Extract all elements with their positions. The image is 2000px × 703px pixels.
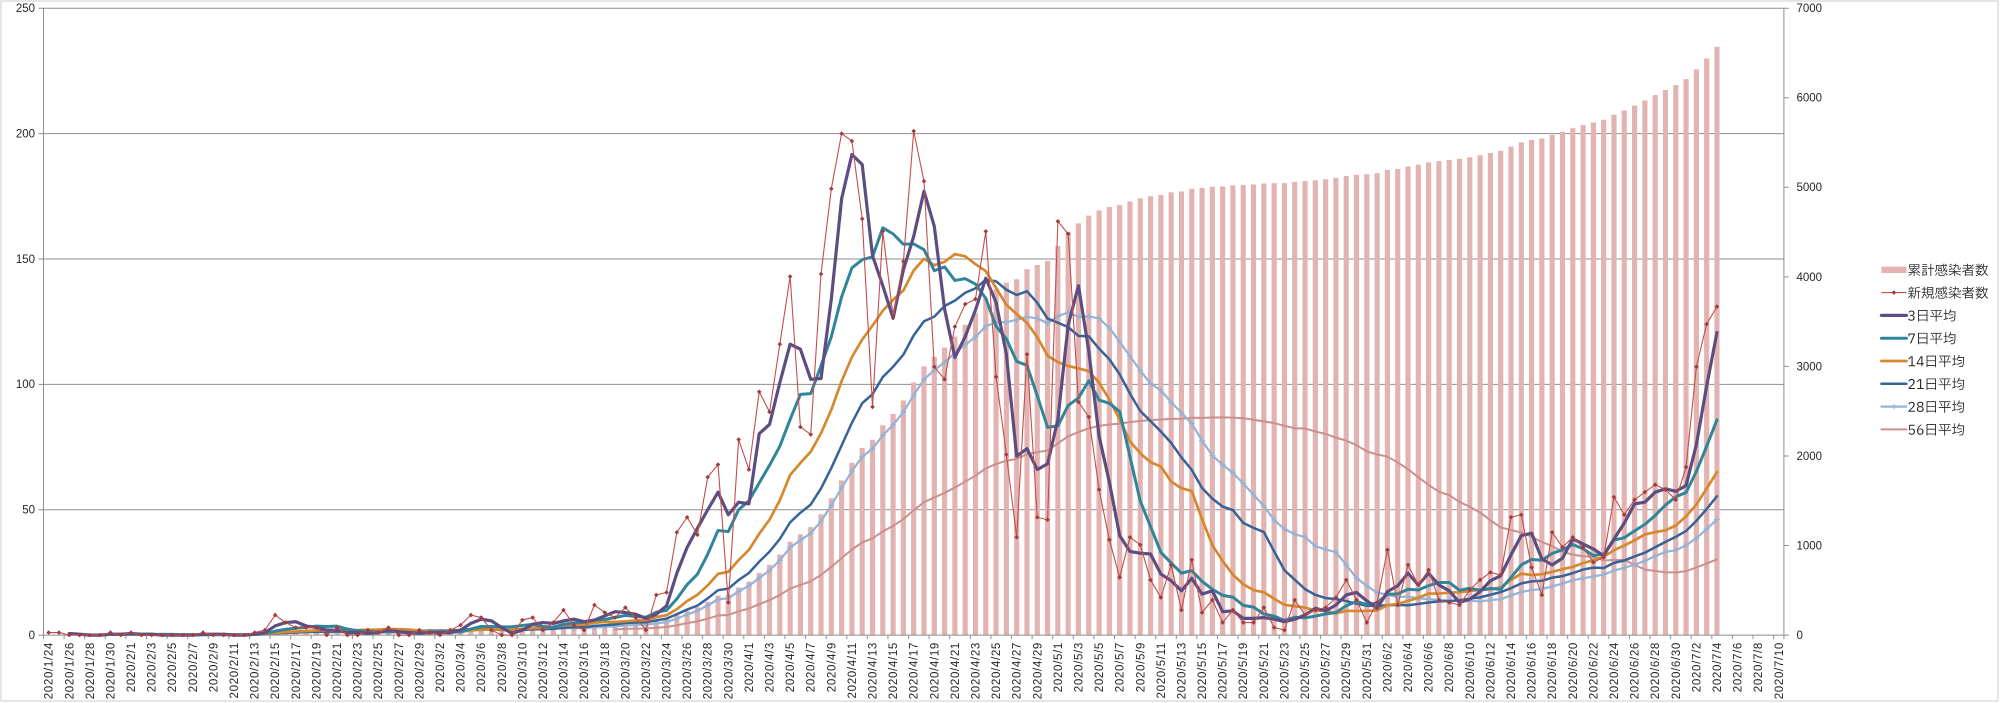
svg-text:2020/6/28: 2020/6/28	[1650, 642, 1662, 699]
svg-text:7000: 7000	[1797, 3, 1823, 15]
svg-text:2020/6/12: 2020/6/12	[1485, 642, 1497, 699]
svg-text:2020/2/27: 2020/2/27	[394, 642, 406, 699]
svg-text:2020/2/19: 2020/2/19	[311, 642, 323, 699]
svg-text:2020/6/16: 2020/6/16	[1527, 642, 1539, 699]
svg-text:2020/3/28: 2020/3/28	[703, 642, 715, 699]
svg-text:100: 100	[16, 379, 35, 391]
svg-text:2020/5/29: 2020/5/29	[1341, 642, 1353, 699]
svg-text:2020/4/5: 2020/4/5	[785, 642, 797, 692]
svg-text:2020/4/7: 2020/4/7	[806, 642, 818, 692]
svg-text:2020/1/24: 2020/1/24	[44, 642, 56, 699]
svg-text:2020/3/4: 2020/3/4	[456, 642, 468, 692]
svg-text:2020/4/25: 2020/4/25	[991, 642, 1003, 699]
svg-text:2020/3/24: 2020/3/24	[662, 642, 674, 699]
svg-text:0: 0	[1797, 630, 1803, 642]
svg-text:2020/4/21: 2020/4/21	[950, 642, 962, 699]
svg-text:50: 50	[22, 505, 35, 517]
svg-text:2020/2/9: 2020/2/9	[208, 642, 220, 692]
svg-text:2020/7/4: 2020/7/4	[1712, 642, 1724, 692]
svg-text:2020/6/18: 2020/6/18	[1547, 642, 1559, 699]
svg-text:2020/2/15: 2020/2/15	[270, 642, 282, 699]
svg-text:2020/7/2: 2020/7/2	[1691, 642, 1703, 692]
svg-text:2000: 2000	[1797, 451, 1823, 463]
svg-text:2020/6/30: 2020/6/30	[1671, 642, 1683, 699]
svg-text:2020/6/14: 2020/6/14	[1506, 642, 1518, 699]
svg-text:2020/2/23: 2020/2/23	[353, 642, 365, 699]
svg-text:2020/4/29: 2020/4/29	[1032, 642, 1044, 699]
svg-text:2020/2/11: 2020/2/11	[229, 642, 241, 698]
svg-text:2020/5/23: 2020/5/23	[1279, 642, 1291, 699]
svg-text:2020/1/30: 2020/1/30	[105, 642, 117, 699]
svg-text:2020/4/17: 2020/4/17	[909, 642, 921, 699]
svg-text:2020/4/15: 2020/4/15	[888, 642, 900, 699]
svg-text:2020/3/2: 2020/3/2	[435, 642, 447, 692]
svg-text:2020/4/13: 2020/4/13	[868, 642, 880, 699]
svg-text:2020/4/19: 2020/4/19	[929, 642, 941, 699]
svg-text:2020/6/26: 2020/6/26	[1630, 642, 1642, 699]
svg-text:2020/3/16: 2020/3/16	[579, 642, 591, 699]
svg-text:2020/5/25: 2020/5/25	[1300, 642, 1312, 699]
svg-text:2020/1/26: 2020/1/26	[64, 642, 76, 699]
svg-text:2020/5/3: 2020/5/3	[1073, 642, 1085, 692]
svg-text:5000: 5000	[1797, 182, 1823, 194]
svg-text:2020/3/10: 2020/3/10	[517, 642, 529, 699]
svg-text:4000: 4000	[1797, 272, 1823, 284]
svg-text:2020/5/1: 2020/5/1	[1053, 642, 1065, 692]
svg-text:0: 0	[29, 630, 35, 642]
svg-text:2020/5/27: 2020/5/27	[1321, 642, 1333, 699]
svg-text:2020/5/21: 2020/5/21	[1259, 642, 1271, 699]
svg-text:2020/6/24: 2020/6/24	[1609, 642, 1621, 699]
svg-text:250: 250	[16, 3, 35, 15]
svg-text:2020/3/22: 2020/3/22	[641, 642, 653, 699]
svg-text:2020/5/19: 2020/5/19	[1238, 642, 1250, 699]
svg-text:2020/6/8: 2020/6/8	[1444, 642, 1456, 692]
svg-text:2020/3/18: 2020/3/18	[600, 642, 612, 699]
svg-text:2020/4/9: 2020/4/9	[826, 642, 838, 692]
svg-text:2020/7/6: 2020/7/6	[1733, 642, 1745, 692]
svg-text:2020/2/7: 2020/2/7	[188, 642, 200, 692]
svg-text:2020/4/1: 2020/4/1	[744, 642, 756, 692]
svg-text:2020/5/31: 2020/5/31	[1362, 642, 1374, 699]
svg-text:2020/2/25: 2020/2/25	[373, 642, 385, 699]
svg-text:2020/6/6: 2020/6/6	[1424, 642, 1436, 692]
svg-text:2020/2/1: 2020/2/1	[126, 642, 138, 692]
svg-text:2020/4/27: 2020/4/27	[1012, 642, 1024, 699]
svg-text:3000: 3000	[1797, 361, 1823, 373]
svg-text:2020/4/3: 2020/4/3	[765, 642, 777, 692]
svg-text:2020/2/13: 2020/2/13	[250, 642, 262, 699]
svg-text:2020/3/20: 2020/3/20	[620, 642, 632, 699]
svg-text:2020/6/22: 2020/6/22	[1588, 642, 1600, 699]
svg-text:2020/3/30: 2020/3/30	[723, 642, 735, 699]
svg-text:2020/2/17: 2020/2/17	[291, 642, 303, 699]
svg-text:2020/2/29: 2020/2/29	[414, 642, 426, 699]
svg-text:2020/5/7: 2020/5/7	[1115, 642, 1127, 692]
svg-text:150: 150	[16, 254, 35, 266]
svg-text:2020/7/8: 2020/7/8	[1753, 642, 1765, 692]
svg-text:2020/2/5: 2020/2/5	[167, 642, 179, 692]
svg-text:2020/3/12: 2020/3/12	[538, 642, 550, 699]
svg-text:2020/4/11: 2020/4/11	[847, 642, 859, 698]
svg-text:2020/4/23: 2020/4/23	[970, 642, 982, 699]
svg-text:2020/6/2: 2020/6/2	[1382, 642, 1394, 692]
svg-text:2020/2/3: 2020/2/3	[147, 642, 159, 692]
svg-text:2020/6/4: 2020/6/4	[1403, 642, 1415, 692]
svg-text:2020/6/10: 2020/6/10	[1465, 642, 1477, 699]
svg-text:2020/5/11: 2020/5/11	[1156, 642, 1168, 698]
svg-text:2020/5/5: 2020/5/5	[1094, 642, 1106, 692]
svg-text:200: 200	[16, 128, 35, 140]
svg-text:2020/1/28: 2020/1/28	[85, 642, 97, 699]
svg-text:2020/5/15: 2020/5/15	[1197, 642, 1209, 699]
svg-text:2020/3/8: 2020/3/8	[497, 642, 509, 692]
svg-text:6000: 6000	[1797, 93, 1823, 105]
svg-text:2020/5/13: 2020/5/13	[1176, 642, 1188, 699]
svg-text:2020/3/14: 2020/3/14	[559, 642, 571, 699]
svg-text:2020/3/26: 2020/3/26	[682, 642, 694, 699]
svg-text:1000: 1000	[1797, 540, 1823, 552]
svg-text:2020/5/17: 2020/5/17	[1218, 642, 1230, 699]
svg-text:2020/5/9: 2020/5/9	[1135, 642, 1147, 692]
svg-text:2020/3/6: 2020/3/6	[476, 642, 488, 692]
svg-text:2020/7/10: 2020/7/10	[1774, 642, 1786, 699]
svg-text:2020/2/21: 2020/2/21	[332, 642, 344, 699]
svg-text:2020/6/20: 2020/6/20	[1568, 642, 1580, 699]
